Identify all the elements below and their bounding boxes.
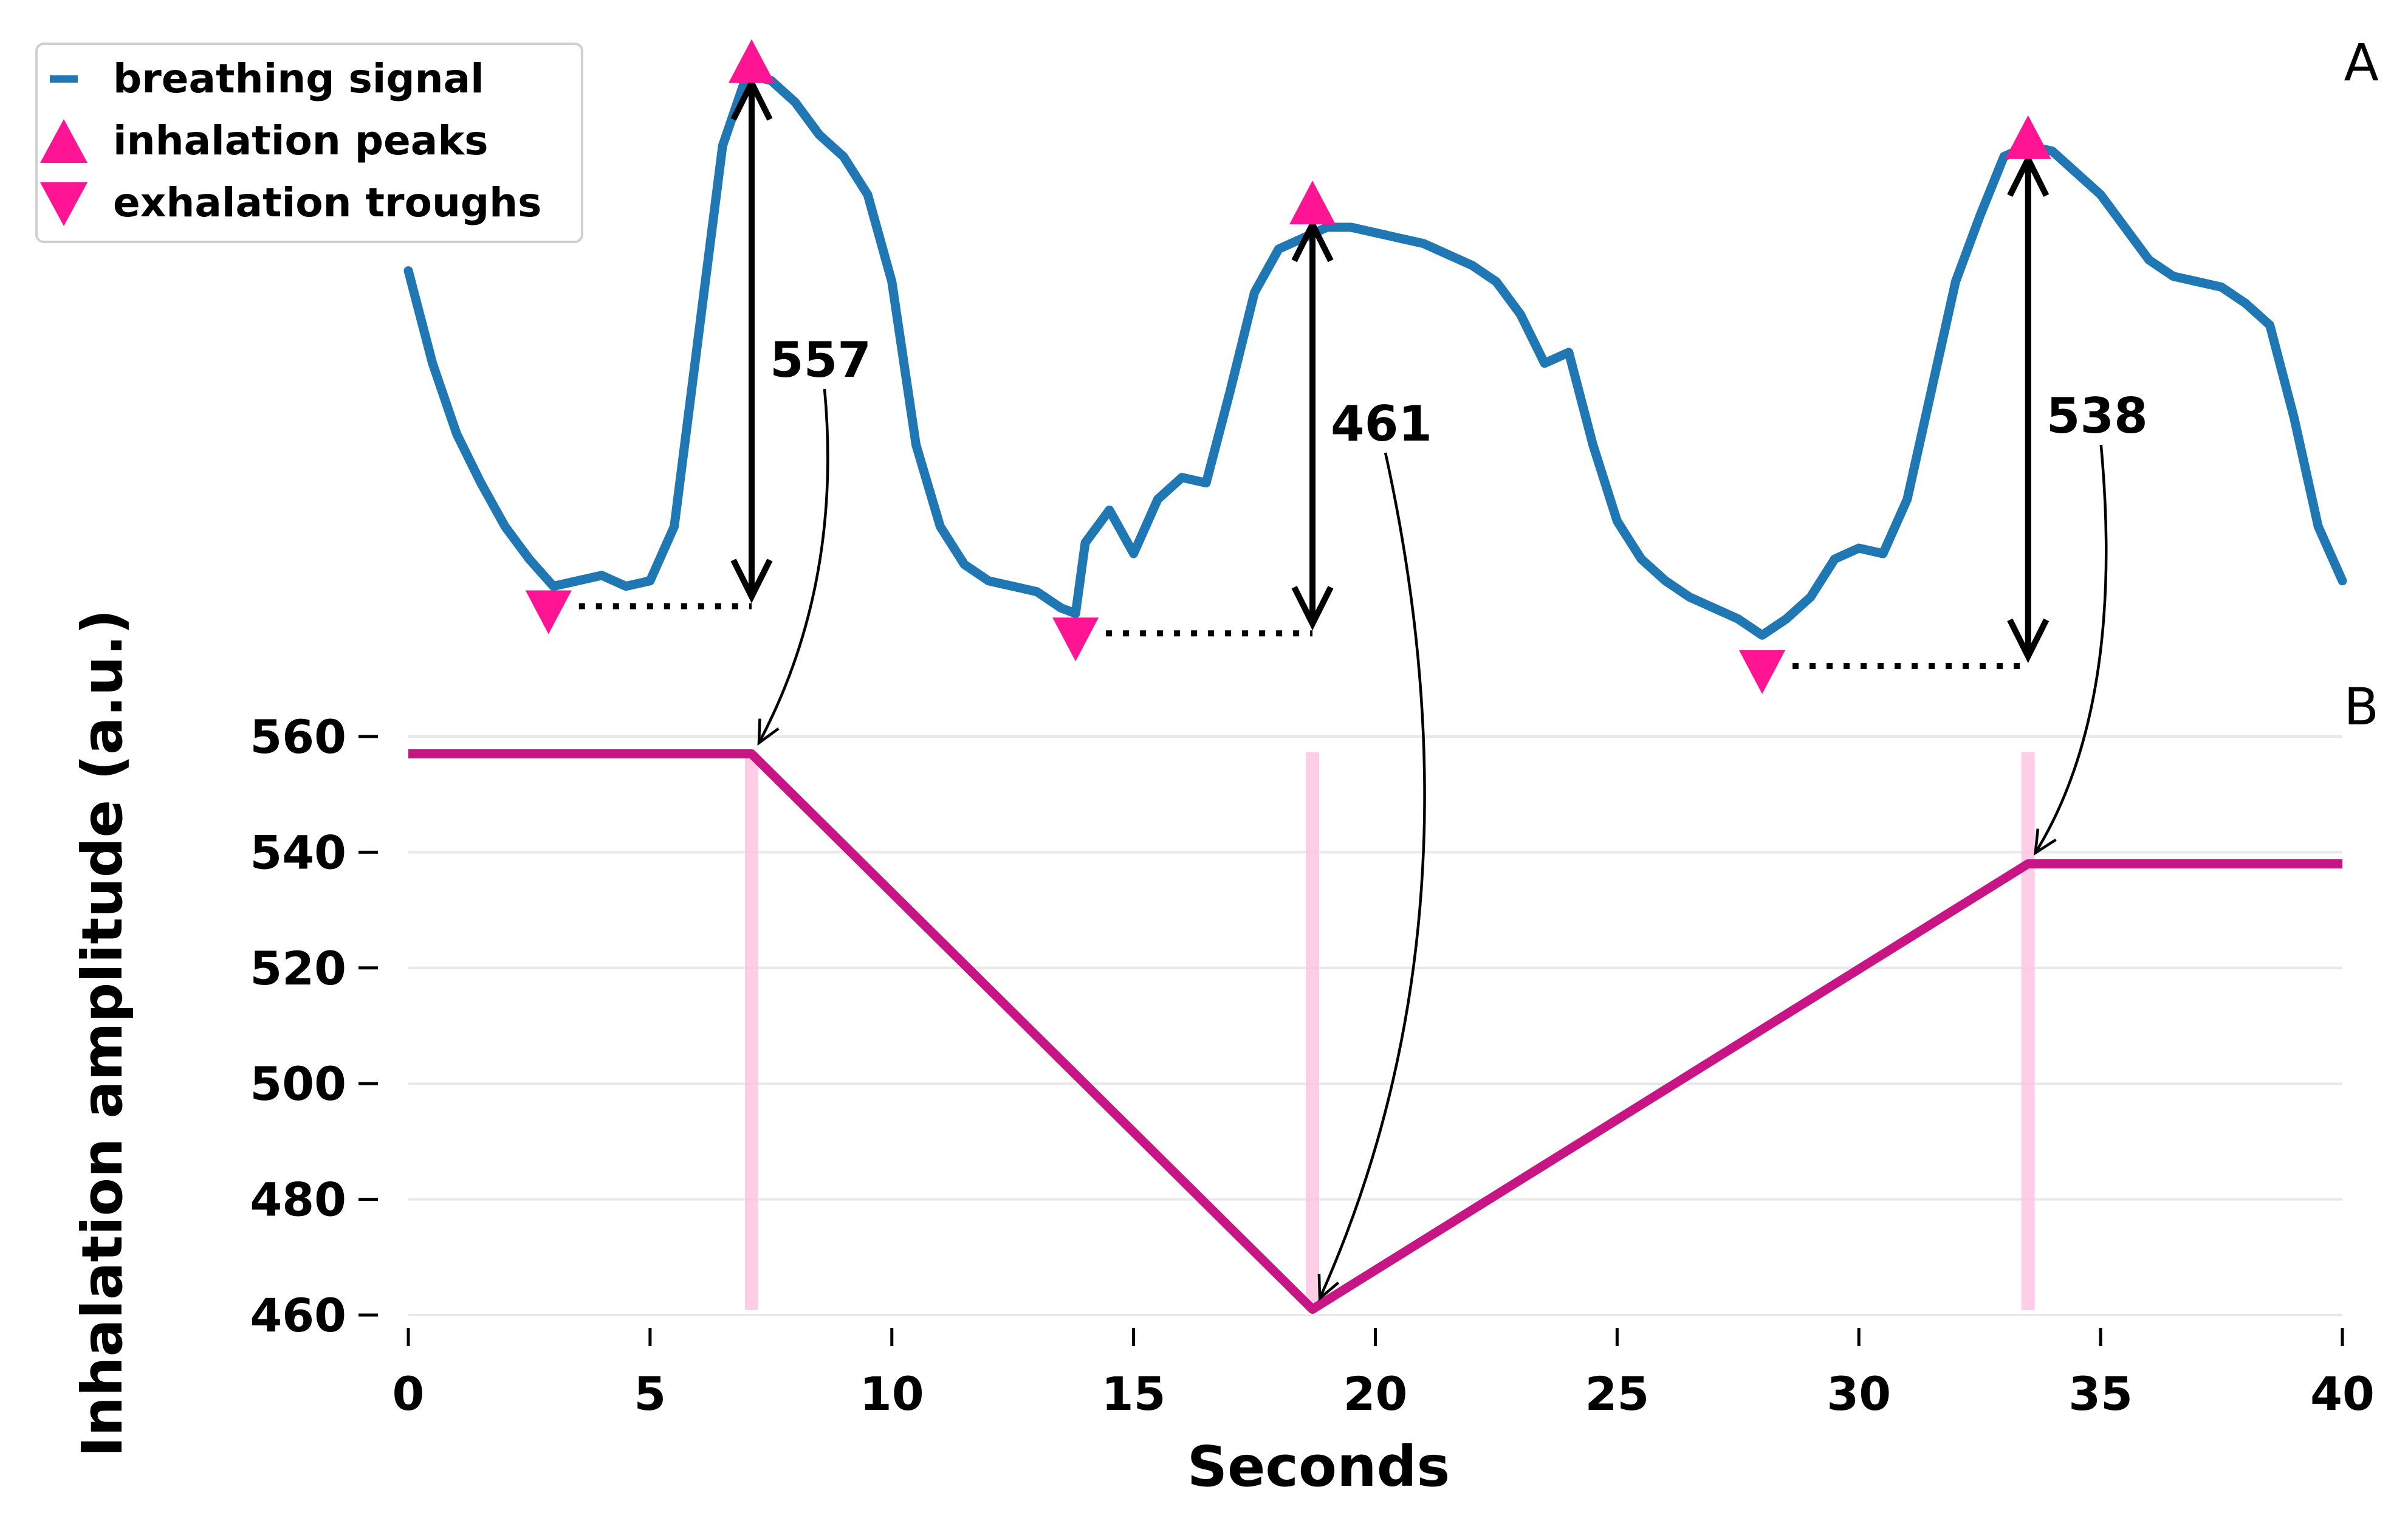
amplitude-value-label: 538 <box>2046 388 2148 444</box>
x-axis-title: Seconds <box>1187 1434 1450 1499</box>
amplitude-line <box>408 749 2342 1314</box>
peak-time-band <box>1306 752 1320 1310</box>
legend: breathing signal inhalation peaks exhala… <box>35 43 583 243</box>
trough-guides <box>578 603 2028 669</box>
callout-arrow <box>757 388 829 744</box>
legend-peak-label: inhalation peaks <box>113 117 489 164</box>
y-tick-label: 480 <box>250 1173 346 1227</box>
x-tick-label: 35 <box>2068 1367 2133 1421</box>
callout-arrow-head <box>1317 1274 1340 1302</box>
callout-arrow <box>2034 444 2108 854</box>
legend-trough-label: exhalation troughs <box>113 179 541 226</box>
breathing-signal <box>403 70 2347 640</box>
peak-time-band <box>2021 752 2035 1310</box>
panel-label-b: B <box>2344 677 2379 737</box>
y-tick-label: 460 <box>250 1288 346 1342</box>
breathing-signal-line <box>403 70 2347 640</box>
callout-arrow-head <box>757 718 780 746</box>
y-tick-label: 540 <box>250 825 346 879</box>
exhalation-trough-marker <box>525 590 572 634</box>
x-tick-label: 30 <box>1827 1367 1891 1421</box>
axis-ticks: 460 480 500 520 540 560 0 5 10 15 20 25 30 35 40 <box>250 710 2375 1421</box>
x-tick-label: 20 <box>1343 1367 1408 1421</box>
panel-label-a: A <box>2344 33 2379 92</box>
legend-frame <box>35 43 583 243</box>
amplitude-series-line <box>408 749 2342 1314</box>
x-tick-label: 10 <box>860 1367 924 1421</box>
amplitude-arrows <box>730 76 2050 664</box>
amplitude-value-label: 557 <box>770 332 871 388</box>
x-tick-label: 15 <box>1102 1367 1166 1421</box>
y-grid <box>408 735 2342 1316</box>
y-tick-label: 520 <box>250 941 346 995</box>
peak-trough-markers <box>525 39 2051 694</box>
y-tick-label: 560 <box>250 710 346 764</box>
callout-arrow <box>1318 452 1426 1299</box>
y-tick-label: 500 <box>250 1057 346 1111</box>
peak-time-band <box>744 752 758 1310</box>
y-axis-title: Inhalation amplitude (a.u.) <box>70 609 135 1457</box>
amplitude-callouts: 557 461 538 <box>757 332 2148 1302</box>
amplitude-arrow-head-down <box>1291 586 1334 631</box>
inhalation-peak-marker <box>1289 180 1336 225</box>
exhalation-trough-marker <box>1052 617 1099 662</box>
exhalation-trough-marker <box>1739 650 1786 694</box>
amplitude-value-label: 461 <box>1331 396 1432 452</box>
legend-trough-marker <box>40 182 87 226</box>
inhalation-peak-marker <box>728 39 775 83</box>
inhalation-peak-marker <box>2005 115 2051 159</box>
peak-time-bands <box>744 752 2035 1310</box>
legend-peak-marker <box>40 119 87 163</box>
amplitude-arrow-head-down <box>730 558 773 603</box>
x-tick-label: 40 <box>2310 1367 2375 1421</box>
legend-signal-label: breathing signal <box>113 55 484 102</box>
x-tick-label: 0 <box>393 1367 425 1421</box>
amplitude-arrow-head-down <box>2007 618 2050 664</box>
callout-arrow-head <box>2034 828 2057 856</box>
x-tick-label: 5 <box>634 1367 666 1421</box>
x-tick-label: 25 <box>1585 1367 1649 1421</box>
